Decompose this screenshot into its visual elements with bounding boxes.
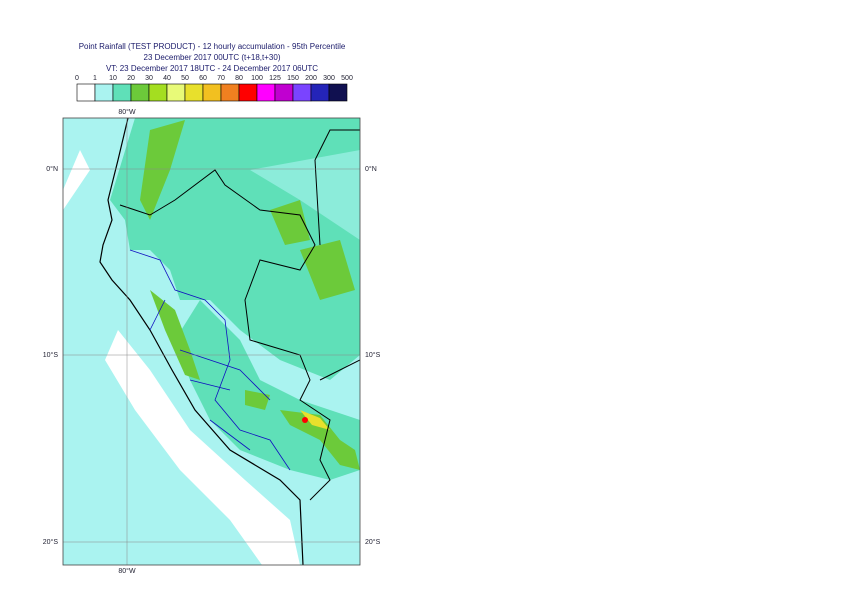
map-frame xyxy=(62,117,361,566)
lon-label: 80°W xyxy=(118,108,136,116)
colorbar-box xyxy=(310,83,330,102)
lat-label: 20°S xyxy=(43,538,59,546)
colorbar-label: 300 xyxy=(323,75,335,82)
lat-label: 0°N xyxy=(46,165,58,173)
colorbar: 0 1 10 20 30 40 50 60 70 80 100 125 150 200 300 500 xyxy=(75,75,353,102)
colorbar-box xyxy=(328,83,348,102)
map xyxy=(63,118,360,565)
colorbar-label: 30 xyxy=(145,75,153,82)
rain-80 xyxy=(302,417,308,423)
rain-20 xyxy=(280,410,360,470)
colorbar-label: 500 xyxy=(341,75,353,82)
colorbar-label: 1 xyxy=(93,75,97,82)
colorbar-label: 50 xyxy=(181,75,189,82)
rain-20 xyxy=(245,390,270,410)
lon-label: 80°W xyxy=(118,567,136,575)
colorbar-label: 80 xyxy=(235,75,243,82)
rain-20 xyxy=(140,120,185,220)
colorbar-box xyxy=(148,83,168,102)
colorbar-box xyxy=(220,83,240,102)
dry-ocean xyxy=(63,150,90,210)
colorbar-label: 60 xyxy=(199,75,207,82)
colorbar-box xyxy=(94,83,114,102)
colorbar-label: 70 xyxy=(217,75,225,82)
colorbar-box xyxy=(292,83,312,102)
border xyxy=(119,169,331,501)
colorbar-box xyxy=(130,83,150,102)
colorbar-box xyxy=(256,83,276,102)
rain-1 xyxy=(250,150,360,240)
title: Point Rainfall (TEST PRODUCT) - 12 hourl… xyxy=(79,42,346,51)
colorbar-box xyxy=(184,83,204,102)
department-border xyxy=(129,249,291,471)
colorbar-label: 200 xyxy=(305,75,317,82)
run-time: 23 December 2017 00UTC (t+18,t+30) xyxy=(144,53,281,62)
colorbar-box xyxy=(76,83,96,102)
colorbar-label: 0 xyxy=(75,75,79,82)
colorbar-box xyxy=(238,83,258,102)
colorbar-label: 100 xyxy=(251,75,263,82)
rain-20 xyxy=(270,200,310,245)
dry-ocean xyxy=(105,330,300,565)
colorbar-label: 150 xyxy=(287,75,299,82)
colorbar-label: 125 xyxy=(269,75,281,82)
rain-50 xyxy=(300,410,330,430)
lat-label: 10°S xyxy=(365,351,381,359)
lat-label: 0°N xyxy=(365,165,377,173)
border xyxy=(314,129,360,381)
lat-label: 20°S xyxy=(365,538,381,546)
colorbar-label: 20 xyxy=(127,75,135,82)
rain-20 xyxy=(150,290,200,380)
colorbar-label: 40 xyxy=(163,75,171,82)
coastline xyxy=(99,118,304,565)
colorbar-box xyxy=(112,83,132,102)
valid-time: VT: 23 December 2017 18UTC - 24 December… xyxy=(106,64,318,73)
rain-20 xyxy=(300,240,355,300)
colorbar-box xyxy=(274,83,294,102)
colorbar-box xyxy=(166,83,186,102)
colorbar-box xyxy=(202,83,222,102)
lat-label: 10°S xyxy=(43,351,59,359)
colorbar-label: 10 xyxy=(109,75,117,82)
